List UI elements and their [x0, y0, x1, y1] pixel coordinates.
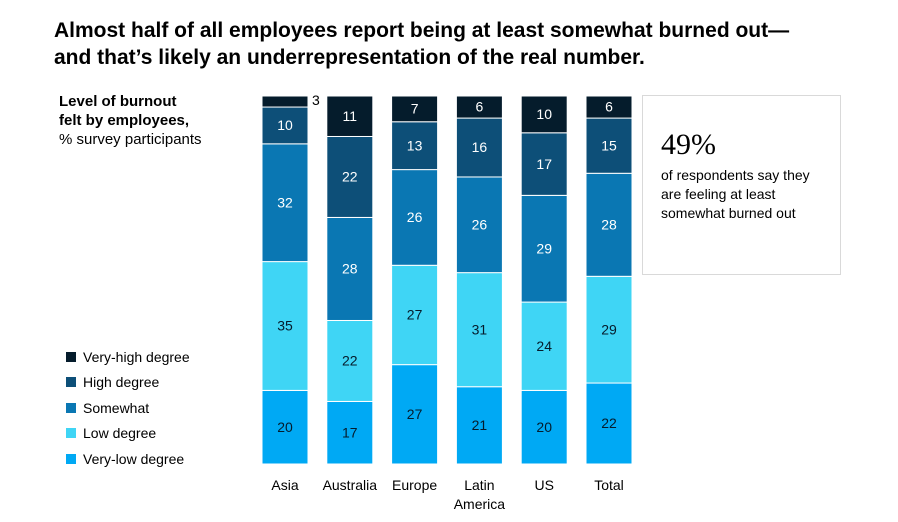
legend-item-very-low-degree: Very-low degree — [66, 446, 190, 472]
bar-segment-asia-high-degree — [261, 106, 309, 145]
data-label-australia-very-high-degree: 11 — [343, 108, 358, 124]
bar-segment-us-high-degree — [520, 132, 568, 196]
bar-segment-europe-very-high-degree — [391, 95, 439, 123]
legend-swatch-low-degree — [66, 428, 76, 439]
legend-item-high-degree: High degree — [66, 370, 190, 396]
legend-label-low-degree: Low degree — [83, 425, 157, 442]
data-label-latin-america-somewhat: 26 — [472, 217, 488, 233]
data-label-asia-somewhat: 32 — [277, 194, 293, 210]
subtitle-bold-line-1: Level of burnout — [59, 93, 177, 110]
bar-segment-us-somewhat — [520, 194, 568, 303]
bar-segment-asia-very-low-degree — [261, 389, 309, 465]
x-tick-label-latin-america-line-1: Latin — [464, 477, 494, 493]
data-label-total-low-degree: 29 — [601, 321, 617, 337]
callout-text: of respondents say they are feeling at l… — [661, 167, 810, 221]
data-label-australia-somewhat: 28 — [342, 261, 358, 277]
bar-segment-total-very-high-degree — [585, 95, 633, 119]
data-label-asia-high-degree: 10 — [277, 117, 293, 133]
bar-segment-latin-america-very-high-degree — [455, 95, 503, 119]
x-tick-label-europe: Europe — [392, 477, 437, 493]
legend-swatch-somewhat — [66, 402, 76, 413]
bar-segment-australia-somewhat — [326, 216, 374, 321]
callout-value: 49% — [661, 128, 716, 161]
data-label-asia-very-high-degree: 3 — [312, 92, 320, 108]
legend-label-somewhat: Somewhat — [83, 399, 150, 416]
bar-segment-europe-very-low-degree — [391, 364, 439, 465]
x-tick-label-asia: Asia — [271, 477, 298, 493]
legend-swatch-very-low-degree — [66, 453, 76, 464]
legend-label-high-degree: High degree — [83, 374, 160, 391]
data-label-us-very-low-degree: 20 — [536, 419, 552, 435]
callout-box: 49% of respondents say they are feeling … — [642, 95, 841, 275]
data-label-australia-very-low-degree: 17 — [342, 424, 358, 440]
bar-segment-latin-america-low-degree — [455, 272, 503, 388]
bar-segment-australia-very-high-degree — [326, 95, 374, 137]
bar-segment-asia-somewhat — [261, 143, 309, 263]
chart-legend: Very-high degree High degree Somewhat Low d… — [66, 344, 190, 472]
legend-item-very-high-degree: Very-high degree — [66, 344, 190, 370]
data-label-australia-low-degree: 22 — [342, 353, 358, 369]
data-label-us-low-degree: 24 — [536, 338, 552, 354]
legend-label-very-low-degree: Very-low degree — [83, 450, 185, 467]
bar-segment-total-somewhat — [585, 172, 633, 277]
chart-subtitle: Level of burnout felt by employees, % su… — [59, 92, 259, 149]
legend-item-low-degree: Low degree — [66, 421, 190, 447]
data-label-total-very-low-degree: 22 — [601, 415, 617, 431]
data-label-australia-high-degree: 22 — [342, 169, 358, 185]
data-label-us-somewhat: 29 — [536, 240, 552, 256]
chart-title-line-2: and that’s likely an underrepresentation… — [54, 46, 645, 69]
bar-segment-latin-america-high-degree — [455, 117, 503, 178]
data-label-europe-very-low-degree: 27 — [407, 406, 423, 422]
bar-segment-asia-low-degree — [261, 261, 309, 391]
subtitle-bold-line-2: felt by employees, — [59, 112, 190, 129]
data-label-total-high-degree: 15 — [601, 137, 617, 153]
x-tick-label-us: US — [534, 477, 553, 493]
data-label-us-high-degree: 17 — [536, 156, 552, 172]
bar-segment-australia-high-degree — [326, 135, 374, 218]
x-tick-label-latin-america-line-2: America — [454, 496, 506, 512]
bar-segment-latin-america-very-low-degree — [455, 386, 503, 465]
data-label-asia-very-low-degree: 20 — [277, 419, 293, 435]
data-label-total-somewhat: 28 — [601, 217, 617, 233]
bar-segment-asia-very-high-degree — [261, 95, 309, 108]
data-label-total-very-high-degree: 6 — [605, 99, 613, 115]
x-tick-label-australia: Australia — [323, 477, 378, 493]
data-label-latin-america-high-degree: 16 — [472, 139, 488, 155]
data-label-asia-low-degree: 35 — [277, 318, 293, 334]
data-label-latin-america-very-low-degree: 21 — [472, 417, 488, 433]
legend-swatch-high-degree — [66, 377, 76, 388]
bar-segment-australia-very-low-degree — [326, 400, 374, 465]
legend-swatch-very-high-degree — [66, 351, 76, 362]
chart-title-line-1: Almost half of all employees report bein… — [54, 19, 790, 42]
data-label-us-very-high-degree: 10 — [536, 106, 552, 122]
legend-label-very-high-degree: Very-high degree — [83, 348, 190, 365]
bar-segment-latin-america-somewhat — [455, 176, 503, 274]
x-tick-label-total: Total — [594, 477, 624, 493]
data-label-latin-america-low-degree: 31 — [472, 321, 488, 337]
bar-segment-europe-high-degree — [391, 121, 439, 171]
bar-segment-australia-low-degree — [326, 319, 374, 402]
chart-title: Almost half of all employees report bein… — [54, 17, 874, 71]
bar-segment-total-high-degree — [585, 117, 633, 174]
data-label-europe-low-degree: 27 — [407, 307, 423, 323]
data-label-europe-high-degree: 13 — [407, 137, 423, 153]
data-label-europe-somewhat: 26 — [407, 209, 423, 225]
data-label-europe-very-high-degree: 7 — [411, 101, 419, 117]
bar-segment-us-very-high-degree — [520, 95, 568, 134]
subtitle-unit-line: % survey participants — [59, 131, 202, 148]
data-label-latin-america-very-high-degree: 6 — [476, 99, 484, 115]
legend-item-somewhat: Somewhat — [66, 395, 190, 421]
